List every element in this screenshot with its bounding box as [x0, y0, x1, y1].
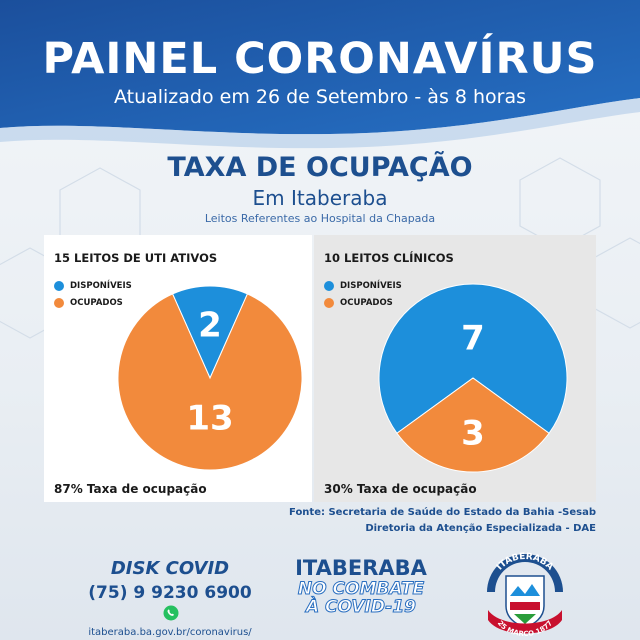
section-note: Leitos Referentes ao Hospital da Chapada	[204, 212, 436, 225]
legend-item-occupied: OCUPADOS	[54, 294, 132, 311]
data-source: Fonte: Secretaria de Saúde do Estado da …	[289, 505, 596, 537]
uti-pie-slice-available	[171, 285, 249, 380]
legend-item-available: DISPONÍVEIS	[54, 277, 132, 294]
uti-legend: DISPONÍVEIS OCUPADOS	[54, 277, 132, 311]
uti-pie-label-available: 2	[198, 306, 222, 346]
disk-covid-title: DISK COVID	[110, 558, 230, 579]
uti-pie-chart: 2 13	[117, 285, 303, 471]
clinical-pie-chart: 73	[378, 283, 568, 473]
legend-swatch-occupied	[54, 297, 64, 308]
section-place: Em Itaberaba	[252, 186, 388, 210]
disk-covid-block: DISK COVID (75) 9 9230 6900 itaberaba.ba…	[80, 558, 260, 638]
banner-background	[0, 0, 640, 149]
uti-pie-slice-occupied	[117, 293, 303, 471]
update-subtitle: Atualizado em 26 de Setembro - às 8 hora…	[113, 86, 527, 108]
clinical-pie-label-available: 7	[461, 319, 485, 359]
legend-label-available: DISPONÍVEIS	[70, 280, 132, 291]
coronavirus-link[interactable]: itaberaba.ba.gov.br/coronavirus/	[88, 627, 252, 638]
legend-item-available: DISPONÍVEIS	[324, 277, 402, 294]
section-title: TAXA DE OCUPAÇÃO	[167, 152, 473, 183]
clinical-pie-slice-occupied	[396, 377, 550, 473]
uti-occupancy-rate: 87% Taxa de ocupação	[54, 482, 207, 496]
clinical-occupancy-rate: 30% Taxa de ocupação	[324, 482, 477, 496]
legend-swatch-occupied	[324, 297, 334, 308]
disk-covid-phone[interactable]: (75) 9 9230 6900	[80, 583, 260, 623]
phone-number: (75) 9 9230 6900	[88, 583, 252, 603]
city-name: ITABERABA	[295, 556, 427, 580]
clinical-legend: DISPONÍVEIS OCUPADOS	[324, 277, 402, 311]
seal-top-text: ITABERABA	[495, 552, 555, 573]
uti-chart-title: 15 LEITOS DE UTI ATIVOS	[54, 251, 218, 265]
city-seal: ITABERABA 25 MARÇO 1877	[470, 548, 580, 640]
slogan-line-2: À COVID-19	[305, 597, 417, 617]
uti-chart-panel: 2 13 15 LEITOS DE UTI ATIVOS DISPONÍVEIS …	[44, 235, 312, 502]
source-line-2: Diretoria da Atenção Especializada - DAE	[365, 523, 596, 534]
city-coat-of-arms-icon: ITABERABA 25 MARÇO 1877	[487, 552, 563, 638]
uti-pie-label-occupied: 13	[186, 399, 233, 439]
legend-label-occupied: OCUPADOS	[340, 297, 393, 308]
legend-swatch-available	[54, 280, 64, 291]
legend-item-occupied: OCUPADOS	[324, 294, 402, 311]
whatsapp-icon	[163, 605, 179, 621]
clinical-pie-slice-available	[378, 283, 568, 434]
legend-label-occupied: OCUPADOS	[70, 297, 123, 308]
clinical-pie-label-occupied: 3	[461, 414, 485, 454]
city-campaign-block: ITABERABA NO COMBATE À COVID-19	[276, 556, 446, 617]
header-banner: PAINEL CORONAVÍRUS Atualizado em 26 de S…	[0, 0, 640, 150]
clinical-chart-title: 10 LEITOS CLÍNICOS	[324, 251, 454, 265]
legend-swatch-available	[324, 280, 334, 291]
slogan-line-1: NO COMBATE	[297, 579, 425, 599]
page-title: PAINEL CORONAVÍRUS	[42, 34, 598, 84]
source-line-1: Fonte: Secretaria de Saúde do Estado da …	[289, 507, 596, 518]
legend-label-available: DISPONÍVEIS	[340, 280, 402, 291]
